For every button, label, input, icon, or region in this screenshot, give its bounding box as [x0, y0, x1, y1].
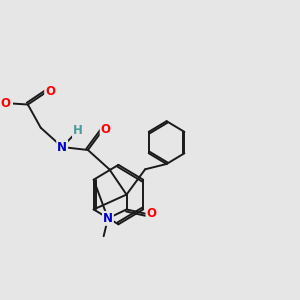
Text: N: N [103, 212, 113, 225]
Text: O: O [0, 97, 10, 110]
Text: O: O [146, 207, 156, 220]
Text: N: N [57, 140, 67, 154]
Text: O: O [45, 85, 55, 98]
Text: H: H [73, 124, 83, 137]
Text: O: O [100, 123, 111, 136]
